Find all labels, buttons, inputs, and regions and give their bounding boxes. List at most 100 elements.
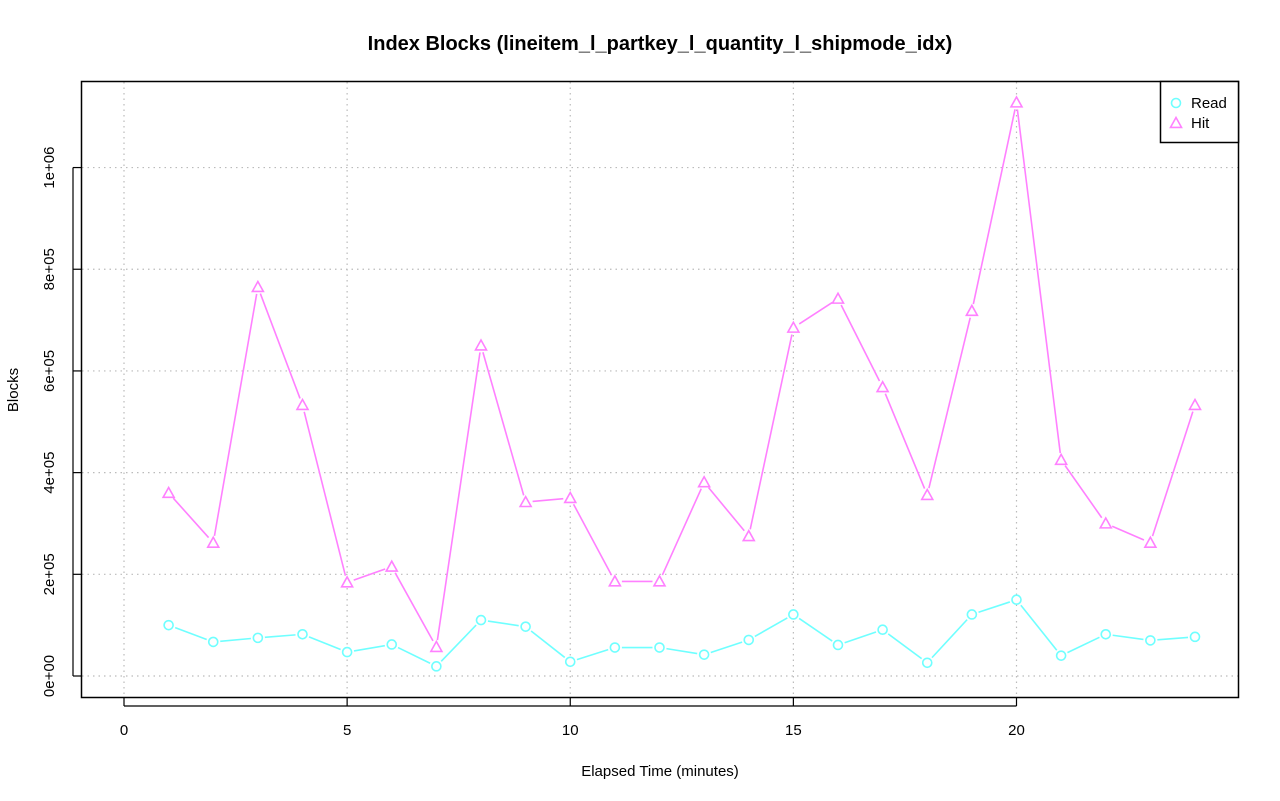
series-segment: [1067, 636, 1100, 654]
legend-label-hit: Hit: [1191, 115, 1210, 132]
data-point-hit: [608, 574, 622, 587]
data-point-hit: [831, 291, 845, 304]
series-segment: [710, 641, 743, 654]
data-point-hit: [741, 529, 756, 542]
plot-frame: [80, 80, 1240, 699]
series-segment: [397, 646, 431, 664]
series-segment: [353, 644, 385, 652]
series-segment: [707, 487, 745, 532]
data-point-read: [743, 634, 755, 646]
data-point-hit: [563, 490, 578, 504]
series-segment: [749, 334, 793, 530]
data-point-hit: [1054, 452, 1068, 466]
data-point-read: [207, 636, 219, 648]
x-axis-label: Elapsed Time (minutes): [581, 763, 739, 780]
y-tick-label: 2e+05: [41, 553, 58, 595]
data-point-hit: [786, 320, 801, 333]
series-segment: [482, 352, 525, 496]
legend-marker-read: [1170, 97, 1182, 109]
data-point-read: [1189, 631, 1201, 643]
series-segment: [264, 634, 296, 639]
series-segment: [308, 636, 341, 651]
data-point-hit: [518, 494, 533, 508]
series-segment: [661, 488, 702, 576]
data-point-hit: [474, 338, 488, 351]
data-point-read: [832, 639, 844, 651]
x-tick-label: 0: [120, 722, 128, 739]
series-segment: [972, 109, 1016, 305]
y-tick-label: 8e+05: [41, 248, 58, 290]
series-segment: [844, 631, 877, 644]
legend: Read Hit: [1159, 80, 1240, 144]
grid: [82, 82, 1238, 697]
data-point-read: [788, 609, 799, 620]
series-segment: [174, 626, 207, 641]
series-segment: [440, 624, 477, 662]
data-point-read: [386, 639, 398, 650]
series-segment: [1151, 411, 1194, 537]
data-point-hit: [206, 535, 221, 548]
series-segment: [487, 620, 519, 627]
y-tick-label: 1e+06: [41, 146, 58, 188]
data-point-hit: [295, 397, 310, 411]
series-segment: [798, 617, 833, 642]
data-point-read: [297, 629, 308, 640]
legend-marker-hit: [1169, 115, 1183, 129]
data-point-read: [698, 649, 710, 660]
data-point-read: [431, 661, 442, 672]
data-point-read: [609, 642, 621, 653]
data-point-read: [1100, 629, 1112, 640]
series-segment: [840, 304, 881, 382]
series-segment: [978, 601, 1011, 614]
data-point-hit: [652, 574, 667, 587]
x-axis: 0 5 10 15 20: [120, 697, 1025, 739]
series-segment: [884, 393, 926, 489]
series-layer: [161, 95, 1202, 672]
series-hit: [161, 95, 1202, 653]
data-point-read: [163, 619, 174, 631]
series-segment: [887, 633, 923, 660]
data-point-hit: [697, 475, 711, 488]
data-point-hit: [1143, 535, 1158, 548]
x-tick-label: 20: [1008, 722, 1025, 739]
series-segment: [798, 301, 833, 325]
series-segment: [572, 503, 613, 576]
series-segment: [213, 293, 258, 537]
series-segment: [353, 568, 386, 581]
series-segment: [931, 619, 968, 659]
series-segment: [530, 630, 566, 659]
series-segment: [220, 637, 251, 643]
series-segment: [576, 648, 609, 661]
series-segment: [436, 352, 481, 641]
x-tick-label: 15: [785, 722, 802, 739]
data-point-read: [966, 609, 978, 620]
series-segment: [172, 497, 210, 539]
data-point-read: [341, 646, 353, 658]
data-point-read: [564, 656, 576, 668]
series-segment: [1157, 636, 1189, 641]
data-point-hit: [1098, 516, 1113, 529]
data-point-hit: [1009, 95, 1024, 108]
series-segment: [532, 497, 564, 503]
data-point-read: [654, 642, 665, 653]
data-point-read: [877, 624, 888, 636]
series-segment: [1016, 109, 1062, 454]
data-point-hit: [384, 559, 399, 572]
data-point-hit: [340, 575, 354, 588]
series-segment: [928, 317, 972, 489]
data-point-hit: [251, 279, 265, 293]
series-segment: [1064, 465, 1103, 519]
data-point-hit: [875, 380, 890, 393]
data-point-read: [1011, 594, 1022, 606]
y-tick-label: 4e+05: [41, 452, 58, 494]
x-tick-label: 10: [562, 722, 579, 739]
y-tick-label: 0e+00: [41, 655, 58, 697]
data-point-read: [475, 614, 487, 626]
series-segment: [666, 647, 698, 655]
series-segment: [754, 617, 788, 638]
series-read: [163, 594, 1201, 672]
y-tick-label: 6e+05: [41, 350, 58, 392]
series-segment: [1111, 525, 1145, 541]
data-point-read: [1055, 650, 1067, 661]
